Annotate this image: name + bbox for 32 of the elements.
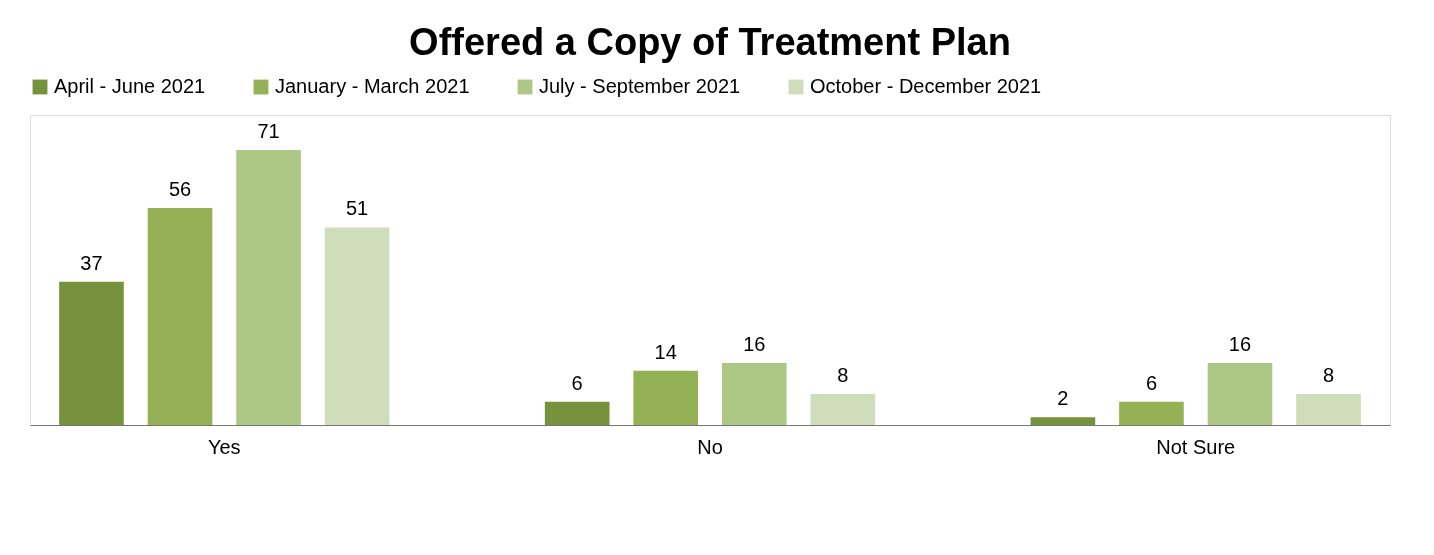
data-label: 16 xyxy=(743,333,766,355)
x-tick-label: Yes xyxy=(207,435,241,458)
bar xyxy=(59,281,124,425)
chart-title: Offered a Copy of Treatment Plan xyxy=(409,21,1011,63)
bar xyxy=(1119,401,1184,425)
data-label: 14 xyxy=(654,340,677,363)
bar xyxy=(324,227,390,425)
data-label: 8 xyxy=(837,364,849,386)
data-label: 37 xyxy=(80,251,103,274)
data-label: 6 xyxy=(571,371,583,394)
legend-label: April - June 2021 xyxy=(54,75,206,97)
data-label: 56 xyxy=(168,178,192,200)
legend-label: January - March 2021 xyxy=(275,75,470,97)
data-label: 2 xyxy=(1057,387,1069,410)
data-label: 51 xyxy=(345,197,369,220)
data-label: 71 xyxy=(257,119,280,142)
legend-label: July - September 2021 xyxy=(539,75,741,97)
bar xyxy=(1207,363,1273,425)
bar xyxy=(1296,394,1361,425)
bar xyxy=(633,370,699,425)
legend-label: October - December 2021 xyxy=(810,75,1042,97)
bar xyxy=(1030,417,1096,425)
x-tick-label: No xyxy=(697,435,723,458)
bar xyxy=(147,208,213,425)
data-label: 8 xyxy=(1322,364,1335,386)
bar xyxy=(810,394,876,425)
bar xyxy=(544,401,610,425)
data-label: 6 xyxy=(1145,371,1157,394)
x-tick-label: Not Sure xyxy=(1156,435,1236,458)
bar xyxy=(236,149,301,425)
data-label: 16 xyxy=(1228,333,1252,355)
bar xyxy=(721,363,787,425)
